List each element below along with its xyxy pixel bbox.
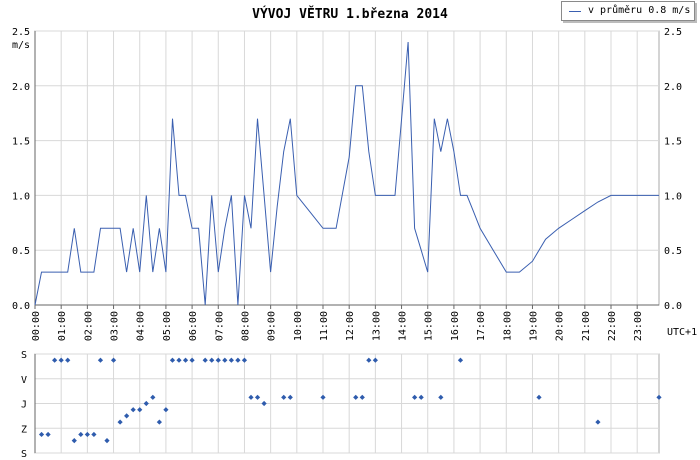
- direction-marker: [91, 431, 97, 438]
- x-tick-label: 07:00: [214, 311, 225, 341]
- direction-marker: [209, 357, 215, 363]
- direction-marker: [182, 357, 189, 363]
- direction-marker: [320, 394, 326, 400]
- direction-marker: [110, 357, 117, 363]
- direction-marker: [202, 357, 208, 363]
- chart-title: VÝVOJ VĚTRU 1.března 2014: [252, 6, 448, 22]
- direction-marker: [359, 394, 365, 400]
- direction-marker: [215, 357, 221, 363]
- y-axis-unit: m/s: [12, 40, 30, 51]
- direction-marker: [137, 407, 143, 413]
- x-tick-label: 14:00: [398, 311, 409, 341]
- direction-marker: [176, 357, 182, 363]
- direction-marker: [130, 407, 136, 413]
- x-tick-label: 20:00: [555, 311, 566, 341]
- direction-marker: [78, 431, 84, 438]
- x-tick-label: 16:00: [450, 311, 461, 341]
- direction-marker: [353, 394, 359, 400]
- y-tick-label-right: 2.0: [664, 82, 682, 93]
- direction-marker: [104, 438, 110, 444]
- direction-marker: [84, 431, 90, 438]
- x-tick-label: 11:00: [319, 311, 330, 341]
- direction-marker: [38, 431, 45, 438]
- direction-marker: [156, 419, 162, 425]
- x-tick-label: 18:00: [502, 311, 513, 341]
- x-tick-label: 03:00: [110, 311, 121, 341]
- direction-marker: [536, 394, 542, 400]
- y-tick-label: 1.5: [12, 137, 30, 148]
- direction-marker: [143, 400, 149, 407]
- direction-tick-label: V: [21, 375, 27, 386]
- wind-speed-panel: 0.0 0.0 0.5 0.5 1.0 1.0 1.5 1.5 2.0 2.0 2.5 2.5 m/s 0…: [12, 27, 697, 341]
- direction-marker: [438, 394, 444, 400]
- direction-marker: [150, 394, 156, 400]
- y-tick-label: 2.0: [12, 82, 30, 93]
- direction-marker: [418, 394, 424, 400]
- x-tick-label: 06:00: [188, 311, 199, 341]
- direction-marker: [412, 394, 418, 400]
- direction-marker: [45, 431, 51, 438]
- direction-marker: [97, 357, 104, 363]
- x-tick-label: 13:00: [371, 311, 382, 341]
- x-tick-label: 15:00: [424, 311, 435, 341]
- legend: v průměru 0.8 m/s: [561, 1, 695, 21]
- x-tick-label: 23:00: [633, 311, 644, 341]
- direction-marker: [287, 394, 293, 400]
- x-tick-label: 08:00: [240, 311, 251, 341]
- direction-marker: [117, 419, 123, 425]
- legend-line-swatch: [569, 11, 581, 12]
- y-tick-label: 2.5: [12, 27, 30, 38]
- direction-marker: [65, 357, 71, 363]
- x-tick-label: 00:00: [31, 311, 42, 341]
- direction-marker: [189, 357, 195, 363]
- direction-marker: [52, 357, 58, 363]
- x-tick-label: 01:00: [57, 311, 68, 341]
- x-tick-label: 21:00: [581, 311, 592, 341]
- direction-tick-label: S: [21, 350, 27, 361]
- wind-speed-series-line: [34, 41, 659, 306]
- x-axis-unit: UTC+1: [667, 327, 697, 338]
- direction-marker: [169, 357, 176, 363]
- direction-marker: [254, 394, 261, 400]
- direction-marker: [656, 394, 662, 400]
- y-tick-label-right: 0.0: [664, 301, 682, 312]
- direction-tick-label: Z: [21, 424, 27, 435]
- y-tick-label: 1.0: [12, 191, 30, 202]
- y-tick-label: 0.5: [12, 246, 30, 257]
- direction-marker: [235, 357, 241, 363]
- x-tick-label: 12:00: [345, 311, 356, 341]
- y-tick-label-right: 1.5: [664, 137, 682, 148]
- direction-marker: [595, 419, 601, 425]
- direction-tick-label: J: [21, 400, 27, 411]
- y-tick-label: 0.0: [12, 301, 30, 312]
- direction-marker: [71, 438, 77, 444]
- direction-marker: [58, 357, 64, 363]
- x-tick-label: 05:00: [162, 311, 173, 341]
- direction-marker: [248, 394, 254, 400]
- direction-marker: [366, 357, 372, 363]
- y-tick-label-right: 0.5: [664, 246, 682, 257]
- direction-marker: [372, 357, 378, 363]
- x-tick-label: 04:00: [136, 311, 147, 341]
- x-tick-label: 02:00: [83, 311, 94, 341]
- x-tick-label: 19:00: [528, 311, 539, 341]
- x-tick-label: 17:00: [476, 311, 487, 341]
- y-tick-label-right: 2.5: [664, 27, 682, 38]
- direction-tick-label: S: [21, 449, 27, 460]
- direction-marker: [124, 413, 130, 419]
- direction-marker: [241, 357, 248, 363]
- x-tick-label: 09:00: [267, 311, 278, 341]
- direction-marker: [222, 357, 228, 363]
- direction-marker: [261, 400, 267, 407]
- direction-marker: [163, 407, 169, 413]
- x-tick-label: 10:00: [293, 311, 304, 341]
- x-tick-label: 22:00: [607, 311, 618, 341]
- direction-marker: [228, 357, 234, 363]
- y-tick-label-right: 1.0: [664, 191, 682, 202]
- legend-label: v průměru 0.8 m/s: [588, 5, 691, 16]
- wind-direction-panel: S V J Z S: [21, 350, 662, 460]
- direction-marker: [457, 357, 464, 363]
- direction-marker: [281, 394, 287, 400]
